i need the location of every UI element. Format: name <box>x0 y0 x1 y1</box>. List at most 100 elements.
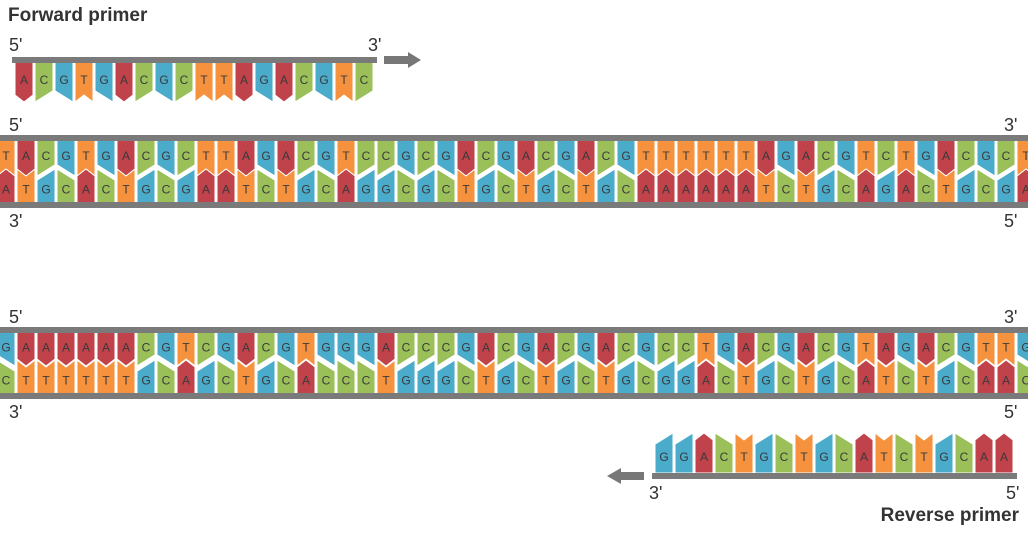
duplex-1-bottom-base-letter: A <box>702 183 710 197</box>
duplex-2-bottom-base-C: C <box>636 359 656 395</box>
duplex-2-bottom-base-letter: G <box>561 374 570 388</box>
duplex-1-bottom-base-letter: C <box>922 183 931 197</box>
duplex-1-top-base-letter: G <box>401 149 410 163</box>
duplex-1-bottom-base-letter: G <box>821 183 830 197</box>
duplex-1-top-base-letter: C <box>882 149 891 163</box>
duplex-2-bottom-base-C: C <box>836 359 856 395</box>
duplex-1-bottom-base-A: A <box>0 168 16 204</box>
forward-primer-base-letter: A <box>240 73 248 87</box>
duplex-1-bottom-base-letter: G <box>361 183 370 197</box>
reverse-primer-3-prime-label: 3' <box>649 483 663 503</box>
duplex-1-bottom-base-letter: A <box>642 183 650 197</box>
forward-primer-base-C: C <box>34 61 54 103</box>
duplex-2-top-base-letter: G <box>581 340 590 354</box>
duplex-1-bottom-base-A: A <box>196 168 216 204</box>
duplex-2-top-base-C: C <box>396 331 416 367</box>
duplex-1-bottom-base-letter: G <box>961 183 970 197</box>
duplex-2-top-base-C: C <box>416 331 436 367</box>
duplex-2-top-base-letter: T <box>862 340 870 354</box>
duplex-1-top-base-letter: T <box>342 149 350 163</box>
duplex-1-bottom-5-prime-label: 5' <box>1004 211 1018 231</box>
duplex-1-top-base-letter: A <box>462 149 470 163</box>
duplex-1-bottom-base-letter: A <box>862 183 870 197</box>
reverse-primer-base-letter: A <box>980 450 988 464</box>
duplex-2-top-base-A: A <box>876 331 896 367</box>
reverse-primer-base-letter: T <box>800 450 808 464</box>
duplex-2-bottom-base-C: C <box>896 359 916 395</box>
duplex-1-bottom-base-A: A <box>856 168 876 204</box>
duplex-2-bottom-base-letter: T <box>242 374 250 388</box>
duplex-2-bottom-base-C: C <box>576 359 596 395</box>
duplex-2-bottom-base-letter: G <box>201 374 210 388</box>
duplex-2-bottom-base-letter: A <box>182 374 190 388</box>
duplex-2-bottom-base-letter: G <box>821 374 830 388</box>
duplex-2-top-base-C: C <box>196 331 216 367</box>
duplex-1-bottom-base-letter: G <box>301 183 310 197</box>
duplex-2-top-base-letter: T <box>302 340 310 354</box>
duplex-1-top-base-letter: G <box>321 149 330 163</box>
duplex-1-top-base-letter: G <box>561 149 570 163</box>
duplex-1-bottom-base-A: A <box>696 168 716 204</box>
forward-primer-base-letter: C <box>300 73 309 87</box>
duplex-1-top-base-letter: C <box>42 149 51 163</box>
duplex-2-top-base-letter: A <box>22 340 30 354</box>
duplex-2-top-base-A: A <box>376 331 396 367</box>
reverse-primer-backbone <box>652 473 1017 479</box>
reverse-primer-base-letter: C <box>840 450 849 464</box>
duplex-2-bottom-base-letter: G <box>761 374 770 388</box>
left-arrow-icon <box>607 468 644 484</box>
duplex-2-bottom-base-letter: G <box>621 374 630 388</box>
reverse-primer-base-letter: G <box>659 450 668 464</box>
duplex-2-top-base-G: G <box>316 331 336 367</box>
duplex-1-top-base-letter: C <box>382 149 391 163</box>
duplex-2-top-base-letter: G <box>221 340 230 354</box>
reverse-primer-base-C: C <box>894 432 914 474</box>
duplex-2-top-base-A: A <box>596 331 616 367</box>
duplex-2-top-base-letter: G <box>901 340 910 354</box>
right-arrow-icon <box>384 52 421 68</box>
duplex-2-top-base-letter: G <box>521 340 530 354</box>
duplex-2-bottom-base-G: G <box>656 359 676 395</box>
duplex-2-bottom-base-letter: C <box>2 374 11 388</box>
duplex-2-bottom-base-letter: G <box>421 374 430 388</box>
reverse-primer-base-letter: G <box>939 450 948 464</box>
duplex-2-top-base-A: A <box>56 331 76 367</box>
reverse-primer-base-T: T <box>914 431 934 474</box>
duplex-1-top-base-letter: G <box>841 149 850 163</box>
duplex-2-bottom-base-letter: C <box>782 374 791 388</box>
duplex-2-bottom-base-A: A <box>976 359 996 395</box>
duplex-1-bottom-base-A: A <box>656 168 676 204</box>
duplex-2-bottom-base-G: G <box>436 359 456 395</box>
forward-primer-base-G: G <box>254 61 274 103</box>
duplex-1-top-base-letter: T <box>202 149 210 163</box>
duplex-1-bottom-base-letter: T <box>22 183 30 197</box>
duplex-2-bottom-base-letter: C <box>462 374 471 388</box>
reverse-primer-base-letter: T <box>920 450 928 464</box>
forward-primer-base-G: G <box>314 61 334 103</box>
duplex-2-top-base-A: A <box>116 331 136 367</box>
duplex-1-top-base-letter: C <box>182 149 191 163</box>
duplex-2-bottom-base-G: G <box>556 359 576 395</box>
duplex-2-bottom-base-letter: C <box>322 374 331 388</box>
duplex-2-top-base-C: C <box>676 331 696 367</box>
reverse-primer-5-prime-label: 5' <box>1006 483 1020 503</box>
duplex-1-bottom-base-letter: T <box>762 183 770 197</box>
duplex-1-top-base-letter: C <box>482 149 491 163</box>
duplex-2-bottom-base-letter: C <box>642 374 651 388</box>
duplex-2-bottom-base-letter: A <box>302 374 310 388</box>
duplex-2-bottom-base-C: C <box>336 359 356 395</box>
duplex-1-bottom-base-letter: C <box>62 183 71 197</box>
reverse-primer-base-letter: A <box>1000 450 1008 464</box>
duplex-2-bottom-base-letter: G <box>401 374 410 388</box>
duplex-2-top-base-G: G <box>276 331 296 367</box>
duplex-2-bottom-base-letter: A <box>982 374 990 388</box>
duplex-2-top-base-C: C <box>556 331 576 367</box>
duplex-2-bottom-base-letter: T <box>802 374 810 388</box>
duplex-2-bottom-base-letter: G <box>441 374 450 388</box>
forward-primer-base-T: T <box>334 61 354 104</box>
duplex-2-bottom-base-C: C <box>956 359 976 395</box>
duplex-2-top-base-G: G <box>776 331 796 367</box>
duplex-1-bottom-base-A: A <box>636 168 656 204</box>
